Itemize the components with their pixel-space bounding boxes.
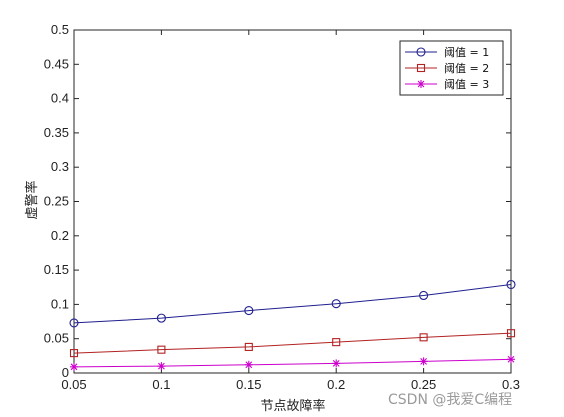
data-point bbox=[419, 333, 428, 342]
series-line bbox=[73, 332, 512, 354]
y-tick-label: 0.05 bbox=[44, 331, 69, 346]
data-point bbox=[157, 345, 166, 354]
x-tick-label: 0.3 bbox=[502, 377, 520, 392]
data-point bbox=[506, 279, 516, 290]
y-tick-label: 0.15 bbox=[44, 262, 69, 277]
legend-marker bbox=[416, 63, 426, 73]
x-axis-ticks: 0.05 0.1 0.15 0.2 0.25 0.3 bbox=[61, 30, 520, 392]
legend-item: 阈值 = 2 bbox=[405, 61, 489, 75]
y-tick-label: 0.1 bbox=[51, 296, 69, 311]
y-tick-label: 0.35 bbox=[44, 125, 69, 140]
data-point bbox=[156, 313, 166, 323]
legend-item: 阈值 = 1 bbox=[405, 45, 489, 59]
legend-marker bbox=[417, 80, 425, 88]
data-point bbox=[332, 359, 341, 368]
x-axis-label: 节点故障率 bbox=[260, 398, 325, 414]
x-tick-label: 0.05 bbox=[61, 377, 86, 392]
data-point bbox=[244, 306, 254, 316]
y-tick-label: 0.2 bbox=[51, 228, 69, 243]
data-point bbox=[157, 362, 166, 371]
legend: 阈值 = 1 阈值 = 2 阈值 = 3 bbox=[399, 40, 504, 96]
series-line bbox=[73, 284, 512, 324]
x-tick-label: 0.1 bbox=[152, 377, 170, 392]
y-tick-label: 0.3 bbox=[51, 159, 69, 174]
legend-label: 阈值 = 1 bbox=[444, 45, 489, 59]
data-point bbox=[244, 342, 253, 351]
data-point bbox=[69, 318, 79, 328]
data-point bbox=[419, 290, 429, 301]
series-3 bbox=[70, 355, 515, 371]
series-2 bbox=[69, 329, 516, 358]
data-point bbox=[331, 299, 341, 309]
legend-marker bbox=[416, 47, 426, 57]
legend-label: 阈值 = 3 bbox=[444, 77, 489, 91]
x-tick-label: 0.25 bbox=[411, 377, 436, 392]
data-point bbox=[69, 349, 79, 358]
y-tick-label: 0.5 bbox=[51, 22, 69, 37]
data-point bbox=[419, 357, 428, 366]
legend-item: 阈值 = 3 bbox=[405, 77, 489, 91]
data-point bbox=[244, 360, 253, 369]
y-tick-label: 0 bbox=[62, 365, 69, 380]
data-point bbox=[506, 329, 516, 338]
watermark: CSDN @我爱C编程 bbox=[388, 392, 512, 408]
legend-label: 阈值 = 2 bbox=[444, 61, 489, 75]
data-point bbox=[507, 355, 515, 364]
data-point bbox=[332, 338, 341, 347]
series-line bbox=[73, 358, 512, 368]
y-tick-label: 0.25 bbox=[44, 194, 69, 209]
y-axis-label: 虚警率 bbox=[24, 180, 40, 219]
y-axis-ticks: 0 0.05 0.1 0.15 0.2 0.25 0.3 0.35 0.4 0.45 0.5 bbox=[44, 22, 511, 380]
series-1 bbox=[69, 279, 516, 328]
series-layer bbox=[69, 279, 516, 371]
x-tick-label: 0.15 bbox=[236, 377, 261, 392]
x-tick-label: 0.2 bbox=[327, 377, 345, 392]
y-tick-label: 0.4 bbox=[51, 91, 69, 106]
y-tick-label: 0.45 bbox=[44, 56, 69, 71]
data-point bbox=[70, 362, 78, 371]
